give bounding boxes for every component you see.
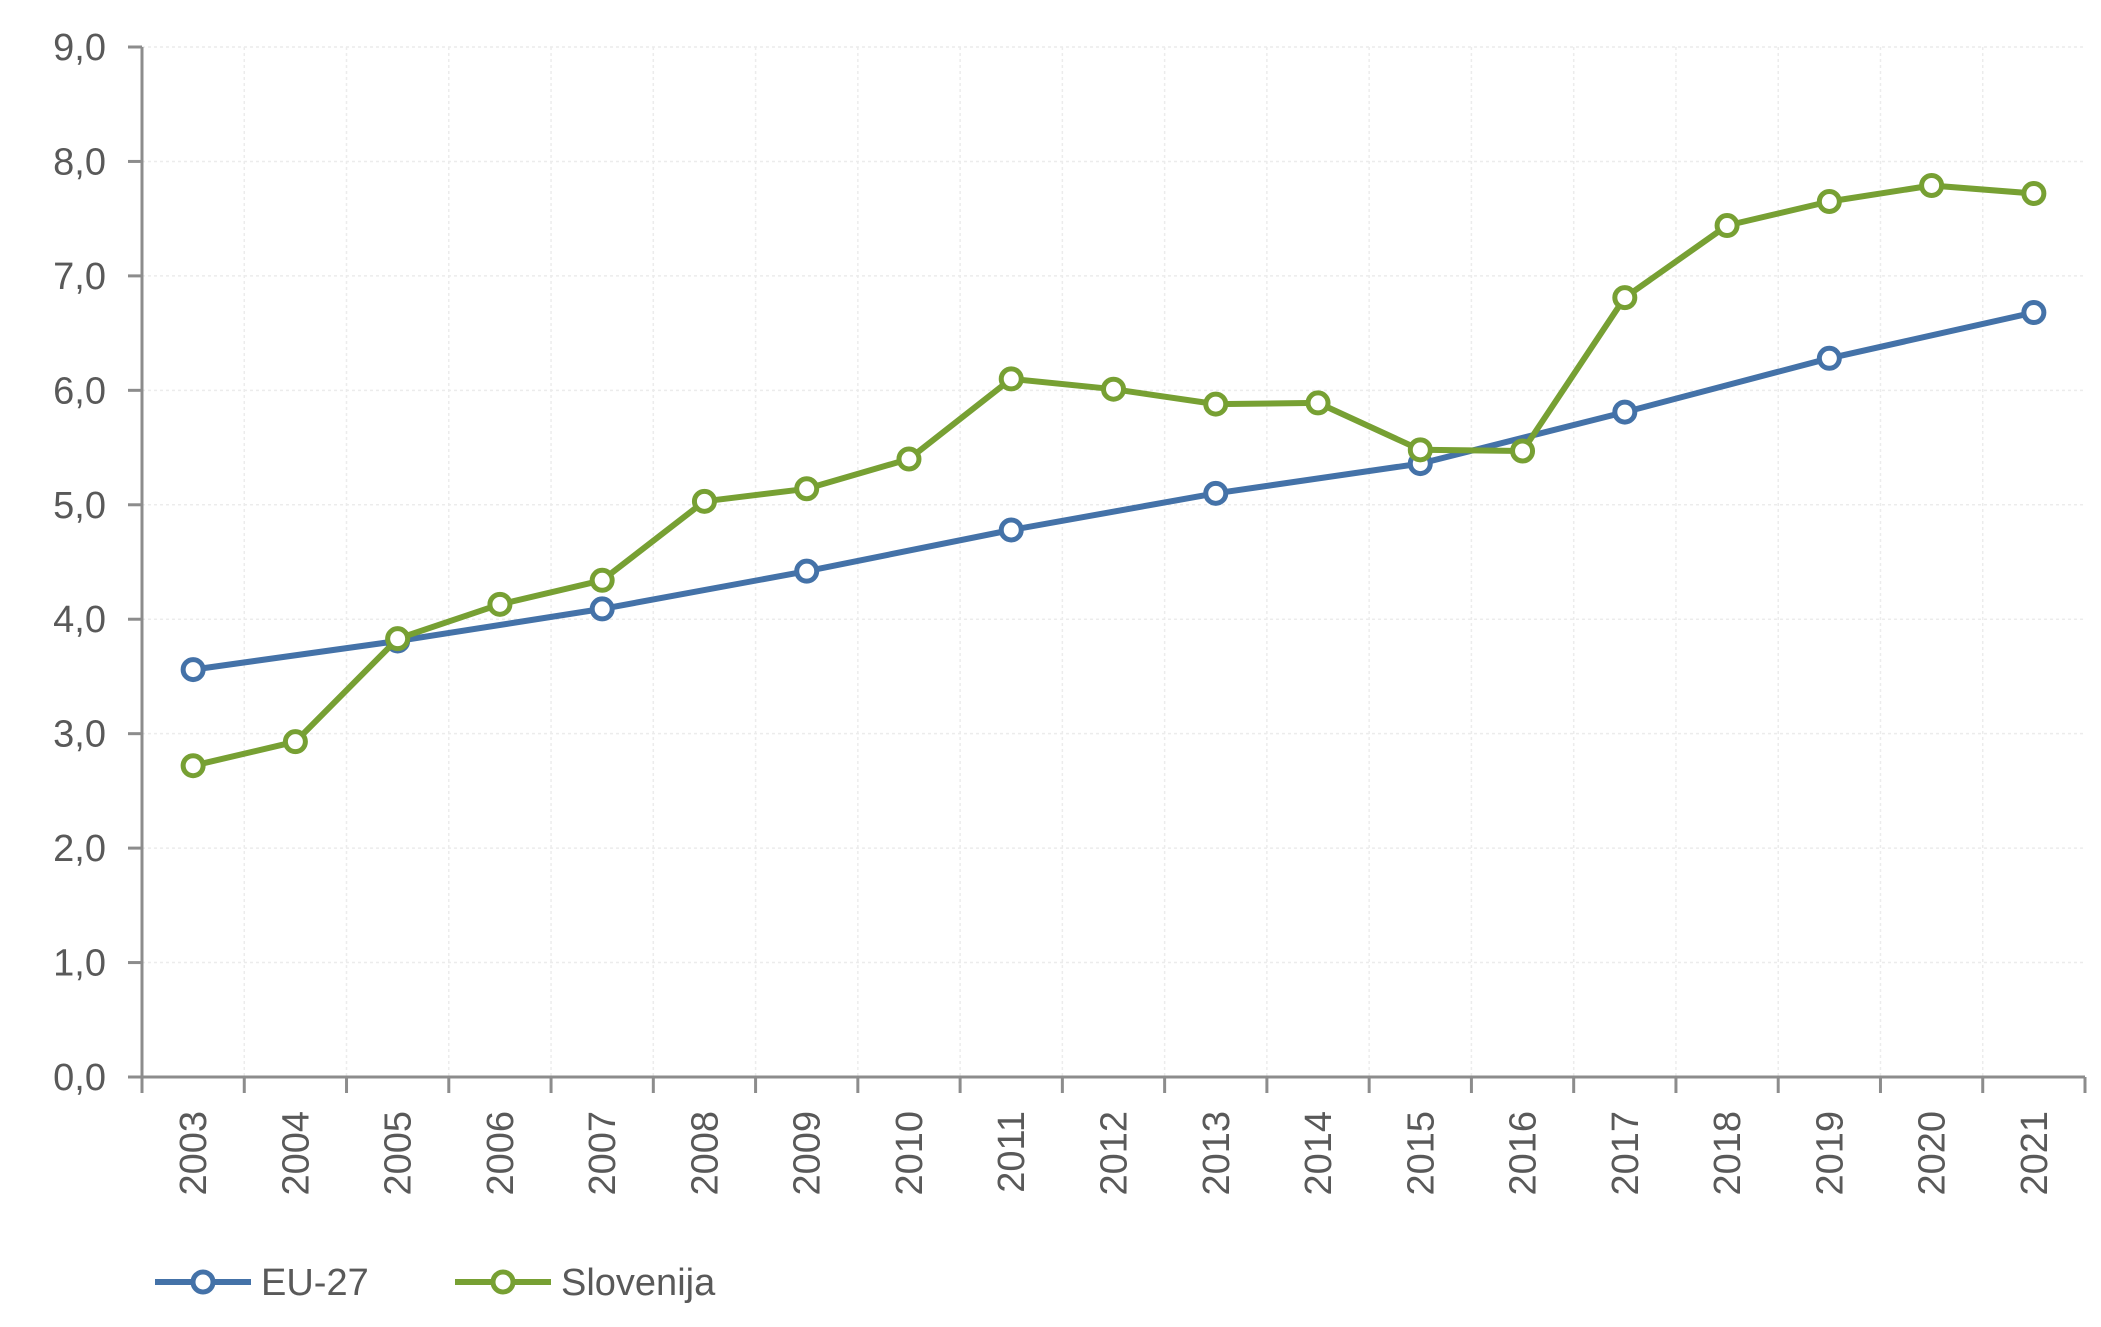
legend-marker-eu-27 (190, 1269, 216, 1295)
x-axis-tick-labels: 2003 2004 2005 2006 2007 2008 2009 2010 2011 2012… (173, 1111, 2056, 1196)
x-tick-label: 2008 (684, 1111, 726, 1196)
data-point-slovenija (1203, 391, 1229, 417)
legend: EU-27 Slovenija (155, 1262, 716, 1304)
legend-label-slovenija: Slovenija (561, 1262, 716, 1304)
y-tick-label: 3,0 (53, 714, 106, 756)
x-tick-label: 2013 (1196, 1111, 1238, 1196)
y-tick-label: 2,0 (53, 828, 106, 870)
data-point-eu-27 (2021, 300, 2047, 326)
y-tick-label: 7,0 (53, 256, 106, 298)
x-tick-label: 2009 (787, 1111, 829, 1196)
x-tick-label: 2003 (173, 1111, 215, 1196)
x-tick-label: 2006 (480, 1111, 522, 1196)
data-point-slovenija (998, 366, 1024, 392)
data-point-slovenija (1407, 437, 1433, 463)
data-point-slovenija (1510, 438, 1536, 464)
y-tick-label: 0,0 (53, 1057, 106, 1099)
legend-label-eu-27: EU-27 (261, 1262, 369, 1304)
data-point-slovenija (2021, 180, 2047, 206)
data-point-slovenija (1714, 213, 1740, 239)
data-point-eu-27 (1203, 480, 1229, 506)
x-tick-label: 2012 (1094, 1111, 1136, 1196)
data-point-slovenija (1919, 172, 1945, 198)
y-tick-label: 5,0 (53, 485, 106, 527)
data-point-slovenija (1816, 189, 1842, 214)
x-tick-label: 2005 (378, 1111, 420, 1196)
x-tick-label: 2021 (2014, 1111, 2056, 1196)
data-point-slovenija (180, 753, 206, 779)
y-axis-tick-labels: 0,0 1,0 2,0 3,0 4,0 5,0 6,0 7,0 8,0 9,0 (53, 27, 106, 1099)
data-point-slovenija (1305, 390, 1331, 416)
y-tick-label: 9,0 (53, 27, 106, 69)
data-point-eu-27 (1816, 345, 1842, 371)
y-tick-label: 1,0 (53, 943, 106, 985)
data-point-eu-27 (794, 558, 820, 584)
data-point-slovenija (385, 626, 411, 652)
data-point-slovenija (589, 567, 615, 593)
y-tick-label: 6,0 (53, 370, 106, 412)
grid (142, 46, 2085, 1077)
legend-marker-slovenija (490, 1269, 516, 1295)
x-tick-label: 2014 (1298, 1111, 1340, 1196)
x-tick-label: 2015 (1400, 1111, 1442, 1196)
data-point-slovenija (282, 729, 308, 755)
data-point-slovenija (896, 446, 922, 472)
data-point-slovenija (1612, 285, 1638, 311)
y-tick-label: 4,0 (53, 599, 106, 641)
data-point-eu-27 (1612, 399, 1638, 425)
y-tick-label: 8,0 (53, 141, 106, 183)
data-point-eu-27 (589, 596, 615, 622)
axes (128, 45, 2087, 1093)
data-point-slovenija (487, 591, 513, 617)
x-tick-label: 2016 (1503, 1111, 1545, 1196)
x-tick-label: 2019 (1809, 1111, 1851, 1196)
x-tick-label: 2010 (889, 1111, 931, 1196)
x-tick-label: 2017 (1605, 1111, 1647, 1196)
data-point-slovenija (691, 488, 717, 514)
series (180, 172, 2047, 779)
x-tick-label: 2018 (1707, 1111, 1749, 1196)
data-point-slovenija (794, 476, 820, 502)
x-tick-label: 2020 (1912, 1111, 1954, 1196)
x-tick-label: 2007 (582, 1111, 624, 1196)
series-line-eu-27 (190, 309, 2037, 673)
data-point-slovenija (1101, 376, 1126, 402)
x-tick-label: 2004 (275, 1111, 317, 1196)
data-point-eu-27 (180, 657, 206, 683)
data-point-eu-27 (998, 517, 1024, 543)
x-tick-label: 2011 (991, 1111, 1033, 1193)
series-line-slovenija (190, 182, 2037, 769)
